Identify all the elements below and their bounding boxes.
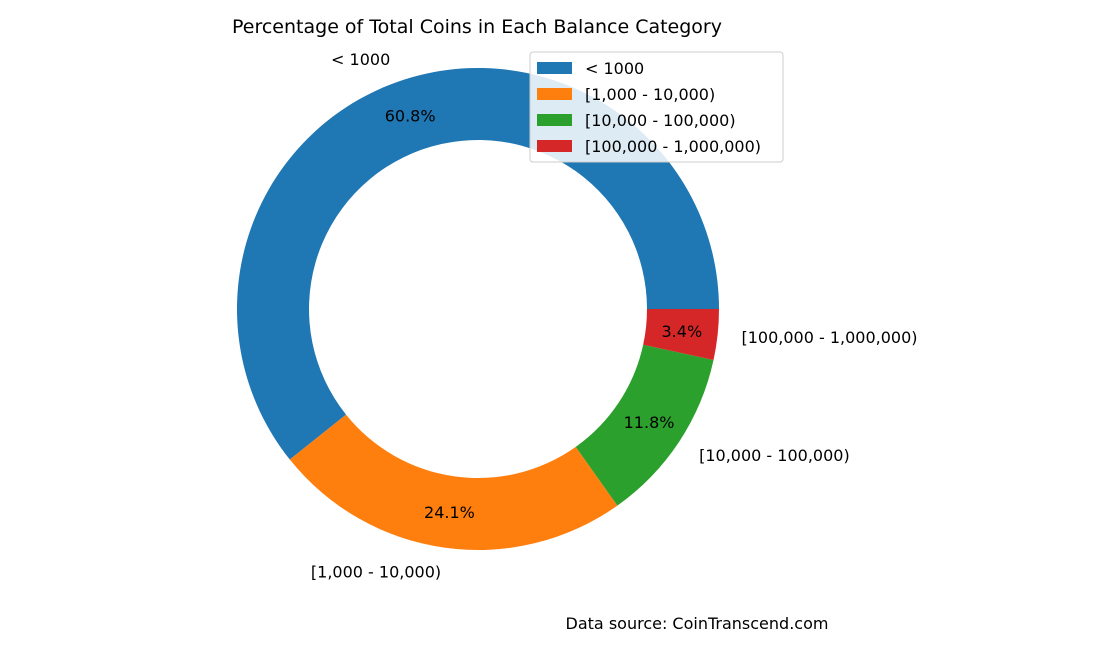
legend-frame [529,51,784,163]
donut-slice [237,68,719,460]
legend-swatch [537,114,572,126]
slice-percentage-label: 3.4% [662,322,703,341]
slice-percentage-label: 24.1% [424,503,475,522]
donut-slice [289,414,618,550]
slice-category-label: < 1000 [331,50,390,69]
donut-slice [643,309,719,361]
percentage-labels: 60.8% 24.1% 11.8% 3.4% [385,107,702,522]
donut-slice [575,344,714,506]
legend-entry-label: < 1000 [585,59,644,78]
slice-category-label: [100,000 - 1,000,000) [741,328,917,347]
legend-entry-label: [10,000 - 100,000) [585,111,736,130]
legend-swatch [537,140,572,152]
slice-category-label: [1,000 - 10,000) [311,562,441,581]
legend: < 1000 [1,000 - 10,000) [10,000 - 100,000)… [529,51,784,163]
slice-percentage-label: 60.8% [385,107,436,126]
category-labels: < 1000 [1,000 - 10,000) [10,000 - 100,000)… [311,50,918,581]
legend-entry-label: [100,000 - 1,000,000) [585,137,761,156]
data-source-note: Data source: CoinTranscend.com [566,614,829,633]
legend-swatch [537,62,572,74]
legend-entry-label: [1,000 - 10,000) [585,85,715,104]
chart-title: Percentage of Total Coins in Each Balanc… [232,16,722,38]
slice-percentage-label: 11.8% [624,413,675,432]
donut-slices [237,68,719,550]
legend-swatch [537,88,572,100]
slice-category-label: [10,000 - 100,000) [699,446,850,465]
